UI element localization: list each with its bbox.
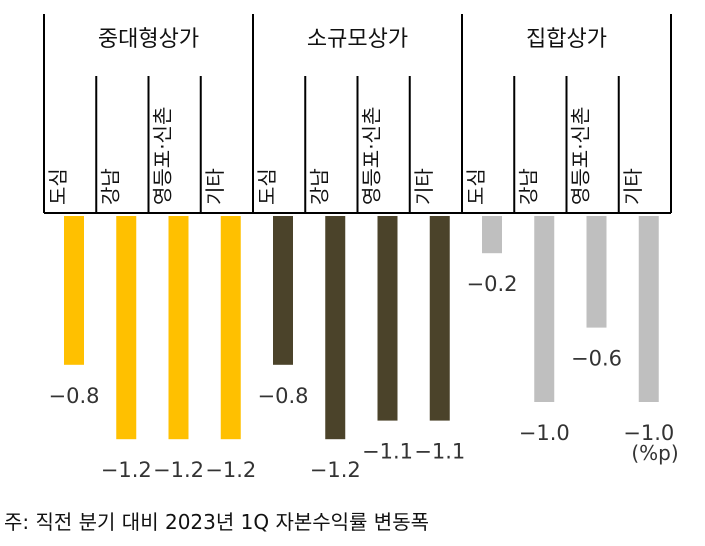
bar [325,216,346,440]
category-label: 영등포·신촌 [360,107,384,205]
category-label: 영등포·신촌 [569,107,593,205]
bar [586,216,607,328]
category-label: 기타 [412,168,436,205]
bar [534,216,555,402]
unit-label: (%p) [631,441,678,465]
value-label: −1.2 [310,458,361,482]
footnote: 주: 직전 분기 대비 2023년 1Q 자본수익률 변동폭 [4,510,430,534]
value-label: −0.8 [49,384,100,408]
bar [482,216,502,254]
value-label: −1.0 [519,421,570,445]
category-label: 도심 [464,168,488,205]
category-label: 강남 [516,168,540,205]
group-title: 소규모상가 [307,27,408,52]
bar [638,216,659,402]
chart: 중대형상가 소규모상가 집합상가 도심 강남 영등포·신촌 기타 도심 강남 영등포·신촌 기타 도… [43,14,679,482]
value-labels: −0.8−1.2 −1.2 −1.2−0.8−1.2−1.1 −1.1−0.2−1.0… [49,272,675,482]
bar [273,216,293,365]
bar [220,216,241,440]
value-label: −0.2 [467,272,518,296]
category-label: 영등포·신촌 [151,107,175,205]
value-label: −1.1 [362,440,413,464]
bar [116,216,137,440]
group-titles: 중대형상가 소규모상가 집합상가 [98,27,607,52]
value-label: −1.2 [101,458,152,482]
value-label: −0.6 [571,347,622,371]
bar [168,216,189,440]
bars [64,216,659,440]
value-label: −1.2 [153,458,204,482]
category-label: 도심 [255,168,279,205]
value-label: −1.0 [623,421,674,445]
category-label: 도심 [46,168,70,205]
bar [377,216,398,421]
group-title: 집합상가 [526,27,607,52]
bar [64,216,84,365]
header-frame [43,14,672,214]
value-label: −1.2 [205,458,256,482]
category-label: 기타 [203,168,227,205]
value-label: −1.1 [414,440,465,464]
bar [429,216,450,421]
category-label: 강남 [98,168,122,205]
category-label: 강남 [307,168,331,205]
value-label: −0.8 [258,384,309,408]
group-title: 중대형상가 [98,27,199,52]
category-label: 기타 [621,168,645,205]
